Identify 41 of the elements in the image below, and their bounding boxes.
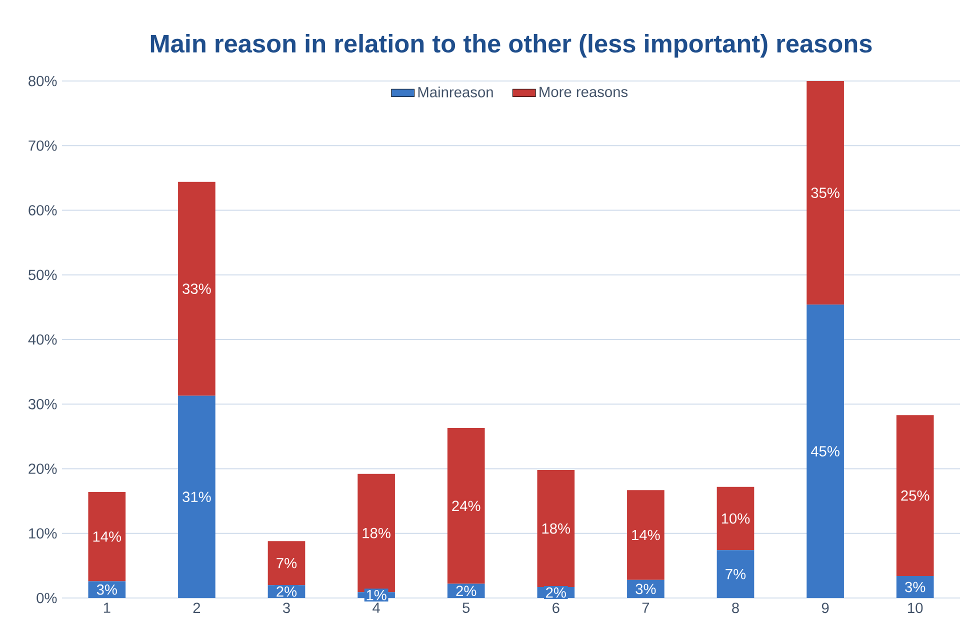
data-label: 3% xyxy=(636,584,656,594)
data-label: 35% xyxy=(811,188,840,198)
x-tick-label: 5 xyxy=(462,602,470,613)
data-label: 2% xyxy=(546,587,566,598)
x-tick-label: 3 xyxy=(282,602,290,614)
y-tick-label: 40% xyxy=(28,334,57,345)
chart-title: Main reason in relation to the other (less important) reasons xyxy=(150,34,872,58)
y-tick-label: 0% xyxy=(36,592,57,604)
data-label: 24% xyxy=(452,500,480,512)
y-tick-label: 50% xyxy=(28,270,57,280)
data-label: 25% xyxy=(901,490,930,501)
x-tick-label: 6 xyxy=(552,602,560,614)
y-tick-label: 20% xyxy=(28,464,57,474)
x-tick-label: 4 xyxy=(372,602,380,613)
data-label: 2% xyxy=(276,586,297,597)
y-tick-label: 80% xyxy=(28,76,57,86)
data-label: 7% xyxy=(726,568,746,580)
x-tick-label: 1 xyxy=(104,602,110,613)
data-label: 3% xyxy=(905,582,926,592)
x-tick-label: 8 xyxy=(732,602,739,614)
data-label: 45% xyxy=(810,446,840,456)
data-label: 18% xyxy=(542,523,570,534)
x-tick-label: 9 xyxy=(822,602,829,614)
y-tick-label: 60% xyxy=(28,205,57,216)
data-label: 10% xyxy=(722,513,750,524)
data-label: 14% xyxy=(632,530,660,540)
x-tick-label: 7 xyxy=(642,602,650,613)
data-label: 33% xyxy=(182,284,211,294)
data-label: 7% xyxy=(276,558,297,568)
data-label: 2% xyxy=(456,586,476,596)
x-tick-label: 10 xyxy=(908,602,923,614)
y-tick-label: 10% xyxy=(29,528,57,539)
legend-label: Mainreason xyxy=(418,86,493,98)
y-tick-label: 70% xyxy=(28,140,57,151)
data-label: 3% xyxy=(96,584,117,595)
legend-label: More reasons xyxy=(540,86,628,98)
data-label: 31% xyxy=(182,492,211,502)
data-label: 14% xyxy=(93,531,122,542)
y-tick-label: 30% xyxy=(28,398,57,410)
x-tick-label: 2 xyxy=(193,602,200,613)
data-label: 18% xyxy=(362,528,390,538)
